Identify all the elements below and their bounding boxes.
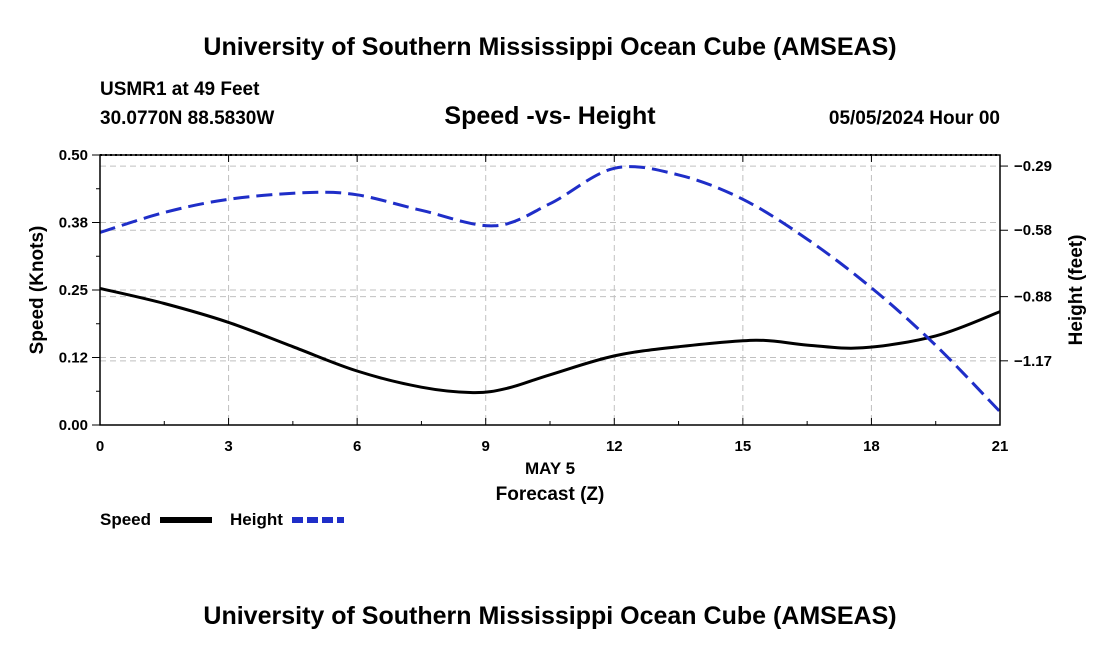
x-tick-label-21: 21 xyxy=(992,438,1009,455)
legend: Speed Height xyxy=(100,510,344,529)
legend-height-label: Height xyxy=(230,510,283,529)
x-axis-label: Forecast (Z) xyxy=(496,484,605,505)
yl-tick-label-1: 0.12 xyxy=(59,350,88,367)
station-label: USMR1 at 49 Feet xyxy=(100,79,260,100)
x-tick-label-18: 18 xyxy=(863,438,880,455)
legend-speed-label: Speed xyxy=(100,510,151,529)
yl-tick-label-0: 0.00 xyxy=(59,417,88,434)
yr-tick-label-2: −0.88 xyxy=(1014,289,1052,306)
y-right-axis-label: Height (feet) xyxy=(1066,235,1087,346)
coords-label: 30.0770N 88.5830W xyxy=(100,108,274,129)
yl-tick-label-3: 0.38 xyxy=(59,215,88,232)
series-line-speed xyxy=(99,286,1001,395)
x-tick-label-9: 9 xyxy=(482,438,490,455)
x-tick-label-15: 15 xyxy=(735,438,752,455)
yr-tick-label-3: −1.17 xyxy=(1014,353,1052,370)
yr-tick-label-1: −0.58 xyxy=(1014,222,1052,239)
yl-tick-label-4: 0.50 xyxy=(59,147,88,164)
grid-lines xyxy=(100,155,1000,425)
y-left-axis-label: Speed (Knots) xyxy=(27,226,48,355)
x-tick-label-12: 12 xyxy=(606,438,623,455)
bottom-title: University of Southern Mississippi Ocean… xyxy=(203,602,896,630)
top-title: University of Southern Mississippi Ocean… xyxy=(203,33,896,61)
x-tick-label-6: 6 xyxy=(353,438,361,455)
series-line-height xyxy=(99,165,1002,413)
chart-title: Speed -vs- Height xyxy=(444,102,656,130)
yr-tick-label-0: −0.29 xyxy=(1014,158,1052,175)
x-sub-label: MAY 5 xyxy=(525,459,575,478)
x-tick-label-3: 3 xyxy=(224,438,232,455)
yl-tick-label-2: 0.25 xyxy=(59,282,88,299)
x-tick-label-0: 0 xyxy=(96,438,104,455)
axis-ticks: 0 3 6 9 12 15 18 21 0.00 0.12 0.25 0.38 0.50 −0.29 −0.… xyxy=(59,147,1052,455)
series-lines xyxy=(99,165,1002,413)
date-label: 05/05/2024 Hour 00 xyxy=(829,108,1000,129)
